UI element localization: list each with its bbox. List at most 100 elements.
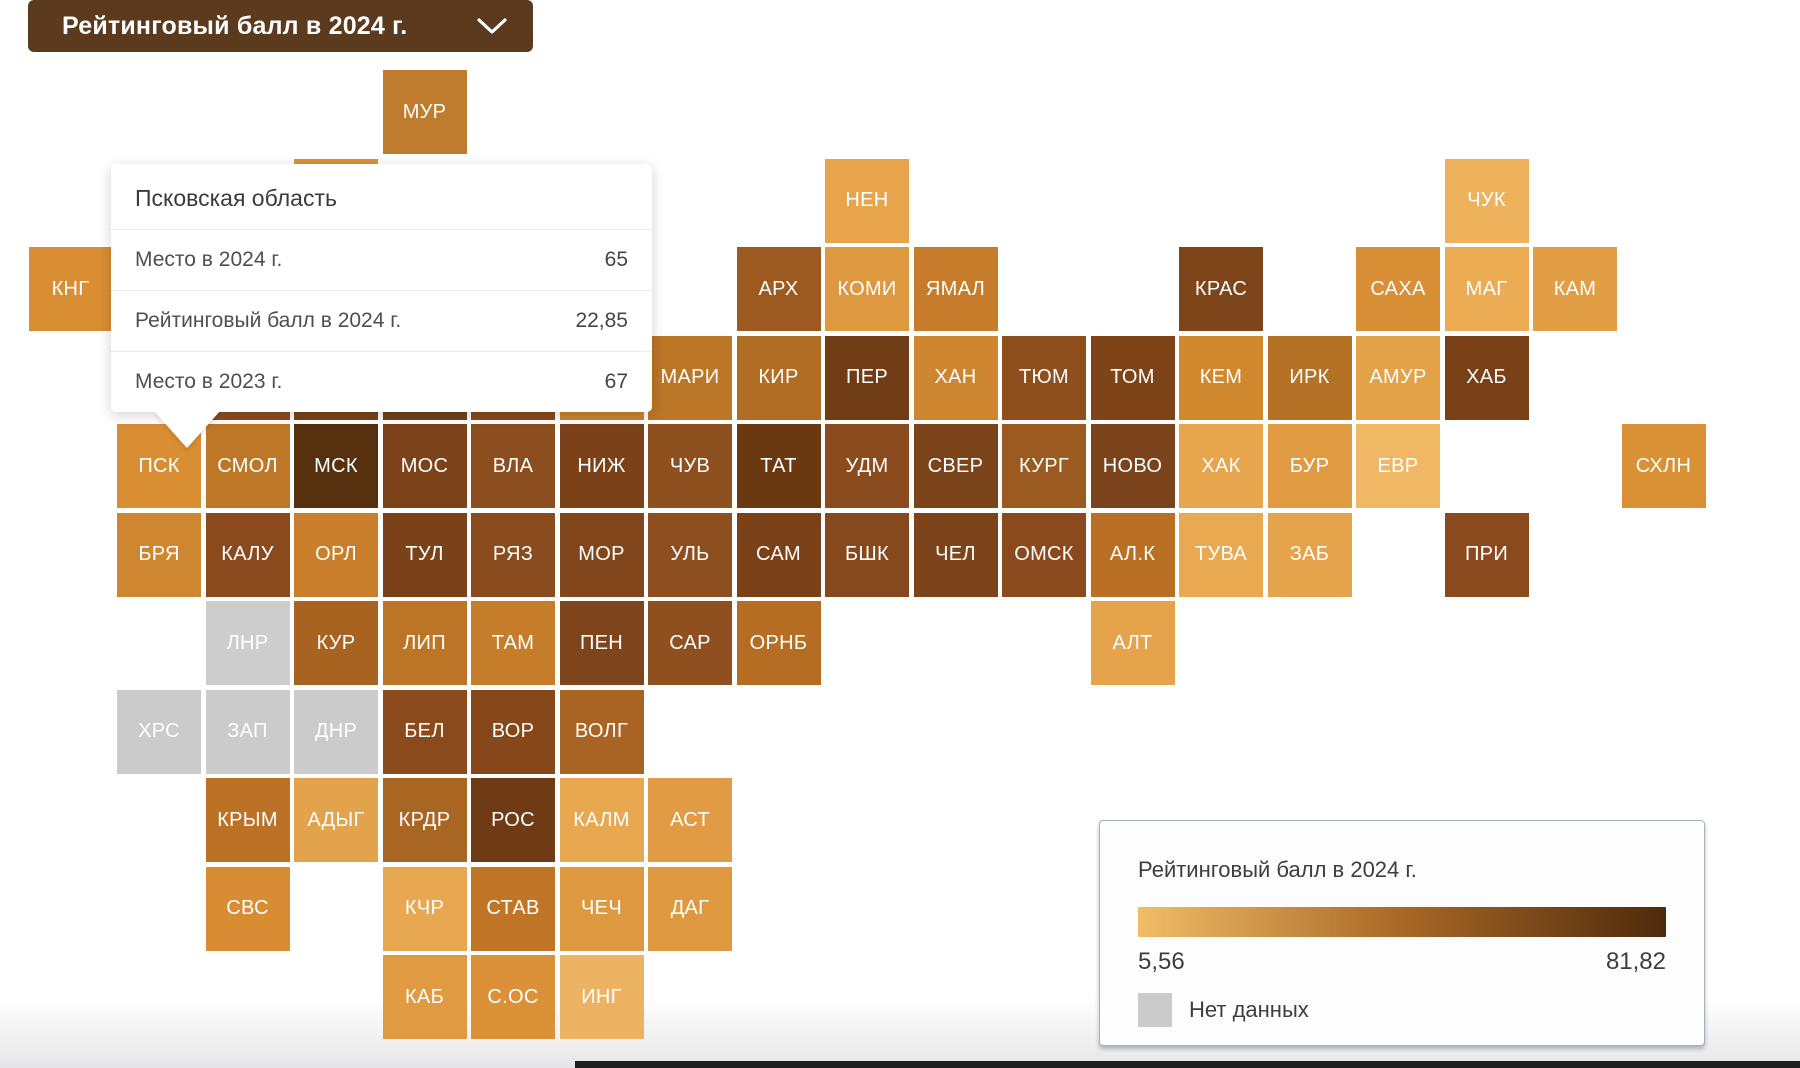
map-tile[interactable]: ЗАБ	[1267, 512, 1352, 597]
map-tile[interactable]: АЛ.К	[1090, 512, 1175, 597]
map-tile-label: МУР	[402, 100, 447, 123]
map-tile[interactable]: КАМ	[1533, 247, 1617, 331]
map-tile-label: РЯЗ	[492, 543, 534, 565]
map-tile-label: ТАТ	[760, 454, 797, 477]
map-tile[interactable]: КРЫМ	[205, 778, 290, 862]
map-tile-label: АРХ	[758, 277, 799, 300]
map-tile[interactable]: ТЮМ	[1002, 335, 1086, 420]
map-tile[interactable]: КРАС	[1179, 247, 1263, 331]
map-tile[interactable]: МСК	[294, 424, 378, 508]
map-tile[interactable]: ЗАП	[205, 689, 290, 774]
map-tile-label: С.ОС	[487, 985, 539, 1008]
map-tile[interactable]: КАЛУ	[205, 512, 290, 597]
map-tile[interactable]: АЛТ	[1090, 601, 1175, 685]
map-tile[interactable]: ЛНР	[205, 601, 290, 685]
map-tile[interactable]: АМУР	[1356, 335, 1440, 420]
map-tile[interactable]: КАБ	[382, 955, 467, 1039]
map-tile[interactable]: ТАТ	[736, 424, 821, 508]
map-tile[interactable]: КНГ	[28, 247, 113, 331]
map-tile[interactable]: КАЛМ	[559, 778, 644, 862]
map-tile[interactable]: СХЛН	[1621, 424, 1706, 508]
map-tile[interactable]: МОС	[382, 424, 467, 508]
map-tile[interactable]: НЕН	[825, 158, 909, 243]
map-tile[interactable]: ПЕН	[559, 601, 644, 685]
map-tile[interactable]: БШК	[825, 512, 909, 597]
map-tile[interactable]: ПРИ	[1444, 512, 1529, 597]
map-tile[interactable]: ПЕР	[825, 335, 909, 420]
map-tile[interactable]: ТУЛ	[382, 512, 467, 597]
map-tile[interactable]: ЧЕЛ	[913, 512, 998, 597]
map-tile[interactable]: ДНР	[294, 689, 378, 774]
map-tile[interactable]: АРХ	[736, 247, 821, 331]
map-tile[interactable]: САР	[648, 601, 732, 685]
map-tile[interactable]: ДАГ	[648, 866, 732, 951]
map-tile[interactable]: КИР	[736, 335, 821, 420]
map-tile-label: САХА	[1370, 277, 1426, 300]
map-tile[interactable]: ЕВР	[1356, 424, 1440, 508]
map-tile-label: ТУЛ	[405, 543, 444, 565]
map-tile-label: БРЯ	[138, 543, 180, 565]
map-tile[interactable]: РЯЗ	[471, 512, 555, 597]
metric-dropdown[interactable]: Рейтинговый балл в 2024 г.	[28, 0, 533, 52]
map-tile[interactable]: САМ	[736, 512, 821, 597]
map-tile[interactable]: СТАВ	[471, 866, 555, 951]
map-tile[interactable]: БРЯ	[117, 512, 201, 597]
map-tile-label: ПЕР	[846, 366, 888, 388]
map-tile-label: ЧЕЛ	[935, 543, 976, 565]
map-tile[interactable]: ВЛА	[471, 424, 555, 508]
map-tile[interactable]: ХАН	[913, 335, 998, 420]
map-tile[interactable]: ЛИП	[382, 601, 467, 685]
map-tile[interactable]: КОМИ	[825, 247, 909, 331]
map-tile[interactable]: КУР	[294, 601, 378, 685]
map-tile[interactable]: ОРНБ	[736, 601, 821, 685]
map-tile-label: ВОР	[491, 720, 535, 742]
map-tile[interactable]: БУР	[1267, 424, 1352, 508]
map-tile[interactable]: ХАБ	[1444, 335, 1529, 420]
map-tile[interactable]: АСТ	[648, 778, 732, 862]
map-tile[interactable]: НИЖ	[559, 424, 644, 508]
tooltip-row: Место в 2023 г. 67	[111, 351, 652, 412]
map-tile-label: ЧЕЧ	[581, 897, 622, 919]
map-tile[interactable]: ИНГ	[559, 955, 644, 1039]
map-tile[interactable]: КЕМ	[1179, 335, 1263, 420]
map-tile[interactable]: РОС	[471, 778, 555, 862]
tooltip-row-label: Рейтинговый балл в 2024 г.	[135, 309, 402, 332]
map-tile[interactable]: КРДР	[382, 778, 467, 862]
map-tile[interactable]: СВЕР	[913, 424, 998, 508]
map-tile[interactable]: ОРЛ	[294, 512, 378, 597]
legend-range: 5,56 81,82	[1138, 948, 1666, 976]
bottom-scroll-bar[interactable]	[575, 1061, 1800, 1068]
map-tile[interactable]: НОВО	[1090, 424, 1175, 508]
map-tile[interactable]: МОР	[559, 512, 644, 597]
map-tile[interactable]: ОМСК	[1002, 512, 1086, 597]
map-tile-label: ЗАБ	[1289, 543, 1330, 565]
map-tile[interactable]: ИРК	[1267, 335, 1352, 420]
map-tile[interactable]: ЧУВ	[648, 424, 732, 508]
map-tile[interactable]: ВОР	[471, 689, 555, 774]
map-tile[interactable]: ЧУК	[1444, 158, 1529, 243]
map-tile-label: СМОЛ	[217, 454, 278, 477]
map-tile[interactable]: КУРГ	[1002, 424, 1086, 508]
map-tile[interactable]: САХА	[1356, 247, 1440, 331]
map-tile[interactable]: УЛЬ	[648, 512, 732, 597]
map-tile[interactable]: АДЫГ	[294, 778, 378, 862]
map-tile[interactable]: БЕЛ	[382, 689, 467, 774]
map-tile[interactable]: МАРИ	[648, 335, 732, 420]
map-tile[interactable]: ВОЛГ	[559, 689, 644, 774]
map-tile[interactable]: КЧР	[382, 866, 467, 951]
map-tile[interactable]: С.ОС	[471, 955, 555, 1039]
map-tile-label: ПРИ	[1465, 543, 1508, 565]
map-tile[interactable]: ТУВА	[1179, 512, 1263, 597]
map-tile[interactable]: ТАМ	[471, 601, 555, 685]
map-tile[interactable]: МУР	[382, 70, 467, 154]
map-tile[interactable]: МАГ	[1444, 247, 1529, 331]
map-tile[interactable]: ХАК	[1179, 424, 1263, 508]
no-data-label: Нет данных	[1189, 997, 1309, 1022]
map-tile[interactable]: ЧЕЧ	[559, 866, 644, 951]
map-tile[interactable]: СВС	[205, 866, 290, 951]
map-tile[interactable]: ХРС	[117, 689, 201, 774]
map-tile[interactable]: ЯМАЛ	[913, 247, 998, 331]
map-tile[interactable]: УДМ	[825, 424, 909, 508]
map-tile[interactable]: ТОМ	[1090, 335, 1175, 420]
map-tile-label: РОС	[491, 808, 535, 831]
